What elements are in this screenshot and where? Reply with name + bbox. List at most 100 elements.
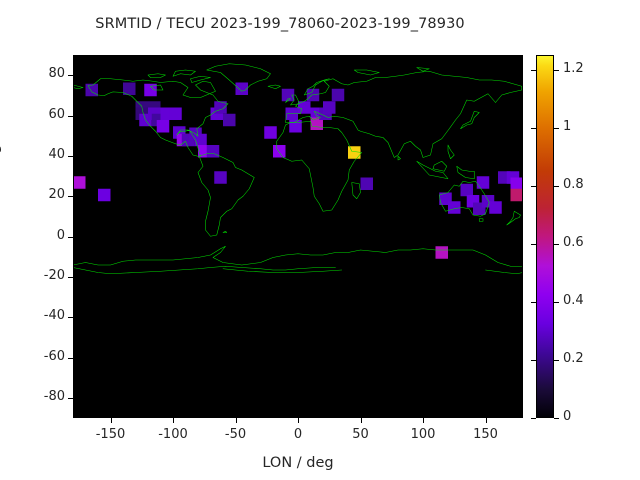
colorbar: [536, 55, 554, 418]
coastline-path: [223, 269, 342, 273]
coastline-path: [277, 121, 362, 211]
y-tick-mark: [68, 155, 73, 157]
x-tick-label: -150: [95, 427, 126, 442]
heatmap-cell: [448, 201, 461, 214]
heatmap-cell: [323, 101, 336, 114]
coastline-path: [354, 70, 379, 75]
y-tick-label: 0: [56, 227, 65, 243]
y-tick-label: 80: [48, 66, 65, 82]
coastlines: [73, 64, 523, 274]
coastline-path: [198, 154, 254, 237]
x-tick-label: -100: [158, 427, 188, 442]
colorbar-gradient: [536, 55, 554, 418]
y-tick-label: 20: [48, 187, 65, 203]
colorbar-tick-mark: [554, 359, 559, 361]
colorbar-frame: [536, 55, 554, 418]
heatmap-cell: [206, 145, 220, 158]
heatmap-cell: [460, 183, 473, 197]
coastline-path: [291, 95, 300, 105]
y-tick-label: -60: [43, 348, 65, 364]
x-tick-mark: [360, 418, 362, 423]
colorbar-tick-mark: [531, 418, 536, 419]
y-tick-label: -80: [43, 388, 65, 404]
coastline-path: [88, 79, 228, 157]
heatmap-cell: [476, 176, 490, 189]
page-title: SRMTID / TECU 2023-199_78060-2023-199_78…: [95, 16, 465, 32]
coastline-path: [223, 231, 227, 232]
colorbar-tick-mark: [531, 243, 536, 245]
colorbar-tick-mark: [554, 185, 559, 187]
colorbar-tick-mark: [554, 418, 559, 419]
coastline-path: [304, 79, 329, 95]
coastline-path: [439, 181, 489, 216]
y-axis-label: LAT / deg: [0, 144, 2, 212]
coastline-path: [479, 219, 483, 222]
heatmap-cell: [85, 83, 98, 97]
coastline-path: [417, 161, 448, 179]
heatmap-cell: [273, 145, 286, 158]
y-tick-mark: [68, 236, 73, 238]
heatmap-cell: [281, 88, 295, 102]
heatmap-cell: [435, 246, 448, 259]
coastline-path: [207, 64, 271, 92]
colorbar-tick-mark: [531, 69, 536, 71]
heatmap-cell: [289, 120, 302, 133]
y-tick-label: 60: [48, 106, 65, 122]
heatmap-cell: [510, 177, 523, 190]
colorbar-tick-label: 0.6: [563, 234, 584, 250]
coastline-path: [73, 266, 336, 274]
colorbar-tick-mark: [554, 69, 559, 71]
colorbar-tick-mark: [531, 185, 536, 187]
coastline-path: [398, 156, 401, 160]
x-tick-mark: [485, 418, 487, 423]
coastline-path: [461, 111, 480, 129]
x-axis-label: LON / deg: [262, 455, 334, 471]
coastline-path: [73, 85, 83, 89]
x-tick-label: 0: [293, 427, 303, 442]
y-tick-label: 40: [48, 146, 65, 162]
y-tick-mark: [68, 357, 73, 359]
coastline-path: [191, 76, 211, 82]
y-tick-mark: [68, 397, 73, 399]
colorbar-tick-label: 0.4: [563, 292, 584, 308]
y-tick-mark: [68, 317, 73, 319]
coastline-path: [268, 85, 281, 89]
coastline-path: [151, 85, 164, 90]
colorbar-tick-label: 0.8: [563, 176, 584, 192]
y-tick-mark: [68, 75, 73, 77]
coastline-path: [433, 161, 447, 171]
colorbar-tick-mark: [531, 127, 536, 129]
coastline-path: [457, 166, 475, 179]
colorbar-tick-mark: [554, 127, 559, 129]
map-plot-area: [73, 55, 523, 418]
heatmap-cell: [331, 88, 345, 102]
colorbar-tick-label: 1.2: [563, 60, 584, 76]
coastline-path: [173, 70, 196, 76]
x-tick-mark: [235, 418, 237, 423]
heatmap-cell: [156, 120, 170, 133]
heatmap-cells: [73, 82, 523, 259]
heatmap-cell: [223, 113, 236, 127]
heatmap-cell: [169, 107, 182, 120]
colorbar-tick-label: 0: [563, 409, 572, 424]
colorbar-tick-label: 1: [563, 118, 572, 134]
coastline-path: [486, 270, 524, 274]
colorbar-tick-mark: [554, 243, 559, 245]
colorbar-tick-mark: [554, 301, 559, 303]
heatmap-cell: [194, 133, 207, 147]
heatmap-cell: [144, 83, 157, 97]
coastline-path: [448, 145, 454, 159]
x-tick-label: 150: [473, 427, 498, 442]
heatmap-cell: [214, 171, 227, 184]
coastline-path: [148, 74, 166, 78]
colorbar-tick-mark: [531, 359, 536, 361]
coastline-path: [417, 68, 430, 72]
x-tick-label: 50: [352, 427, 369, 442]
y-tick-mark: [68, 115, 73, 117]
coastline-path: [352, 183, 361, 199]
y-tick-mark: [68, 196, 73, 198]
heatmap-cell: [123, 82, 136, 95]
x-tick-mark: [110, 418, 112, 423]
coastline-path: [507, 211, 521, 225]
